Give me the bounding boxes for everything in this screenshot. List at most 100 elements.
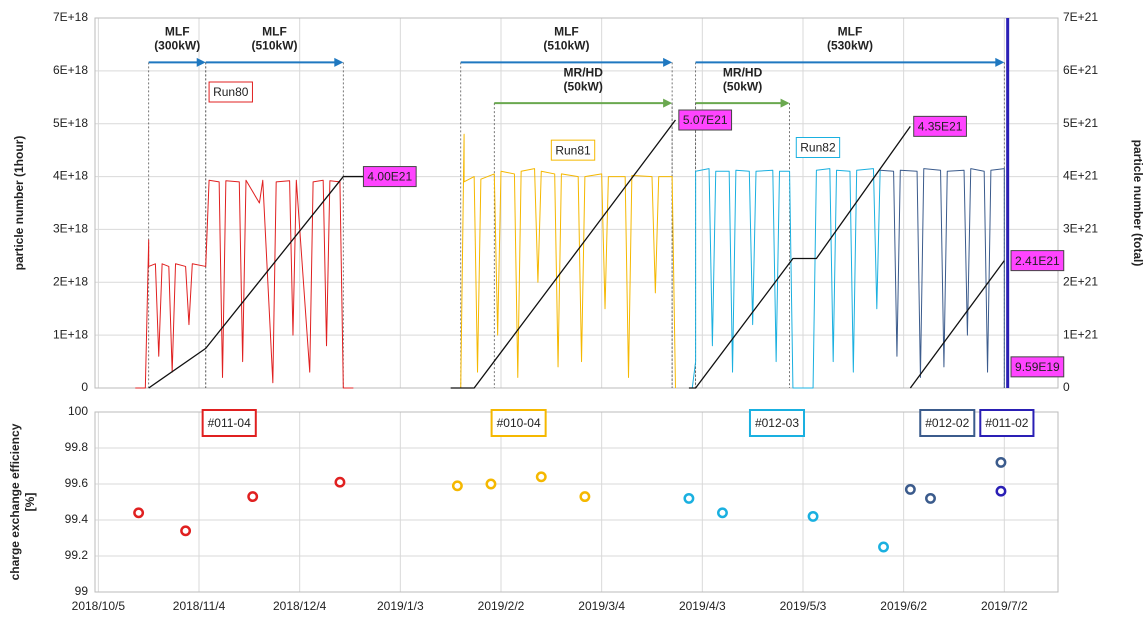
value-label: 5.07E21	[683, 113, 728, 127]
y2-tick-label: 1E+21	[1063, 327, 1098, 341]
series-label-box	[748, 409, 806, 437]
y-tick-label: 99	[75, 584, 89, 598]
value-label: 2.41E21	[1015, 254, 1060, 268]
series-label: #011-04	[208, 416, 251, 430]
point	[717, 507, 728, 519]
arrow-label: MLF	[554, 25, 579, 39]
series-label-box	[490, 409, 547, 437]
point	[683, 492, 695, 504]
value-label: 9.59E19	[1015, 360, 1060, 374]
hourly-line	[880, 168, 1005, 388]
cumulative-line	[148, 175, 364, 389]
hourly-line	[691, 168, 881, 389]
point	[878, 541, 889, 553]
x-tick-label: 2018/11/4	[173, 599, 226, 613]
arrow-head	[663, 98, 673, 108]
cumulative-line	[688, 125, 911, 389]
point	[925, 492, 936, 504]
y2-tick-label: 7E+21	[1063, 10, 1098, 24]
y-tick-label: 5E+18	[53, 116, 88, 130]
point	[247, 491, 259, 503]
plot-frame	[94, 17, 1059, 389]
arrow-label: (530kW)	[827, 39, 873, 53]
y-axis-title: charge exchange efficiency	[8, 423, 22, 580]
y-tick-label: 99.4	[65, 512, 89, 526]
arrow-label: (300kW)	[154, 39, 200, 53]
series-label-box	[919, 409, 976, 437]
value-label-box	[1010, 356, 1065, 378]
value-label: 4.35E21	[918, 120, 963, 134]
arrow-label: (50kW)	[723, 79, 762, 93]
y-tick-label: 3E+18	[53, 222, 88, 236]
y2-tick-label: 2E+21	[1063, 274, 1098, 288]
value-label-box	[362, 166, 417, 188]
x-tick-label: 2019/4/3	[679, 599, 726, 613]
y-tick-label: 1E+18	[53, 327, 88, 341]
series-label-box	[201, 409, 257, 437]
y2-axis-title: particle number (total)	[1131, 140, 1145, 267]
point	[451, 480, 463, 492]
run-label: Run80	[213, 85, 249, 99]
y2-tick-label: 4E+21	[1063, 169, 1098, 183]
point	[180, 525, 192, 537]
arrow-label: MLF	[838, 25, 863, 39]
y-tick-label: 99.2	[65, 548, 89, 562]
arrow-head	[334, 57, 344, 67]
y-tick-label: 99.6	[65, 476, 89, 490]
arrow-head	[995, 57, 1005, 67]
y2-tick-label: 3E+21	[1063, 222, 1098, 236]
series-label: #011-02	[985, 416, 1028, 430]
arrow-label: MLF	[165, 25, 190, 39]
point	[995, 485, 1007, 497]
run-label: Run81	[555, 143, 591, 157]
y-tick-label: 2E+18	[53, 274, 88, 288]
y2-tick-label: 0	[1063, 380, 1070, 394]
run-label-box	[208, 81, 253, 103]
hourly-line	[457, 133, 676, 389]
series-label: #010-04	[497, 416, 541, 430]
x-tick-label: 2018/10/5	[72, 599, 126, 613]
series-label-box	[979, 409, 1035, 437]
run-label: Run82	[800, 141, 836, 155]
y-tick-label: 0	[81, 380, 88, 394]
y-axis-title: particle number (1hour)	[12, 136, 26, 271]
y-tick-label: 6E+18	[53, 63, 88, 77]
value-label-box	[678, 109, 733, 131]
cumulative-line	[450, 119, 676, 389]
value-label-box	[913, 115, 967, 137]
point	[807, 510, 819, 522]
x-tick-label: 2019/5/3	[780, 599, 827, 613]
point	[579, 491, 591, 503]
arrow-label: MR/HD	[723, 65, 763, 79]
point	[133, 507, 145, 519]
point	[995, 456, 1007, 468]
y2-tick-label: 6E+21	[1063, 63, 1098, 77]
y-tick-label: 4E+18	[53, 169, 88, 183]
point	[334, 476, 346, 488]
y-axis-title: [%]	[23, 493, 37, 512]
arrow-head	[196, 57, 206, 67]
y-tick-label: 7E+18	[53, 10, 88, 24]
hourly-line	[135, 179, 354, 389]
arrow-label: (50kW)	[564, 79, 603, 93]
value-label-box	[1010, 250, 1065, 272]
arrow-head	[780, 98, 790, 108]
plot-frame	[94, 411, 1059, 593]
series-label: #012-03	[755, 416, 799, 430]
y-tick-label: 99.8	[65, 440, 89, 454]
x-tick-label: 2019/2/2	[478, 599, 525, 613]
x-tick-label: 2019/3/4	[578, 599, 625, 613]
value-label: 4.00E21	[367, 170, 412, 184]
series-label: #012-02	[925, 416, 969, 430]
arrow-head	[663, 57, 673, 67]
cumulative-line	[909, 260, 1005, 389]
x-tick-label: 2018/12/4	[273, 599, 327, 613]
arrow-label: (510kW)	[543, 39, 589, 53]
y2-tick-label: 5E+21	[1063, 116, 1098, 130]
x-tick-label: 2019/7/2	[981, 599, 1028, 613]
run-label-box	[795, 137, 841, 158]
arrow-label: MLF	[262, 25, 287, 39]
point	[535, 471, 547, 483]
